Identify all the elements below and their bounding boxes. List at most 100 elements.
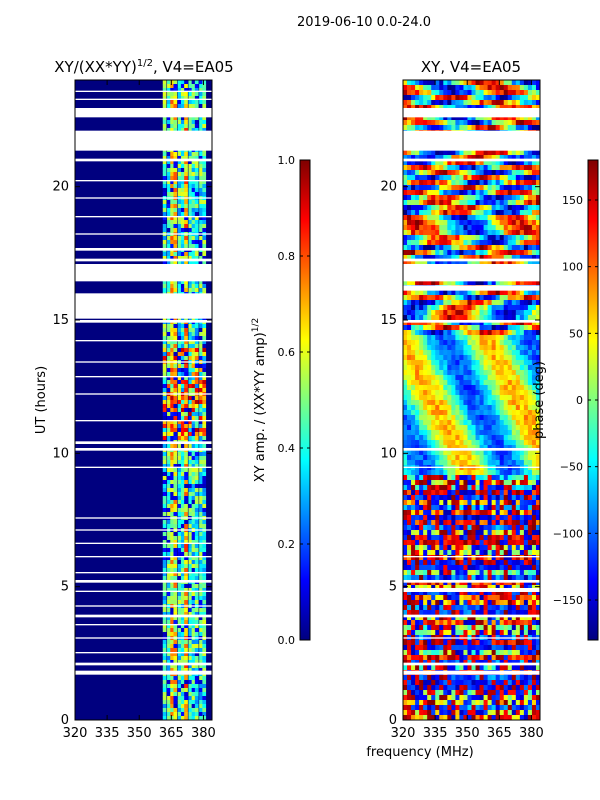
- amp-cell: [191, 92, 196, 97]
- phase-cell: [427, 390, 432, 396]
- amp-cell: [191, 368, 196, 373]
- phase-cell: [527, 505, 533, 511]
- phase-cell: [523, 305, 529, 311]
- amp-cell: [167, 668, 171, 673]
- phase-cell: [527, 500, 533, 506]
- phase-cell: [431, 290, 436, 296]
- phase-cell: [467, 305, 472, 311]
- amp-cell: [191, 416, 196, 421]
- phase-cell: [419, 175, 424, 181]
- phase-cell: [471, 280, 476, 286]
- phase-cell: [451, 395, 456, 401]
- amp-data-gap: [75, 448, 212, 451]
- phase-cell: [503, 260, 509, 266]
- phase-cell: [419, 225, 424, 231]
- phase-cell: [439, 310, 444, 316]
- phase-cell: [407, 255, 412, 261]
- phase-cell: [455, 155, 460, 161]
- phase-cell: [403, 485, 408, 491]
- amp-cell: [184, 380, 188, 385]
- phase-cell: [443, 410, 448, 416]
- phase-cell: [471, 230, 476, 236]
- phase-cell: [499, 495, 505, 501]
- phase-cell: [431, 490, 436, 496]
- phase-cell: [411, 495, 416, 501]
- amp-cell: [202, 156, 207, 161]
- amp-cell: [173, 660, 178, 665]
- amp-cell: [199, 388, 203, 393]
- phase-cell: [455, 100, 460, 106]
- amp-cell: [180, 212, 185, 217]
- amp-cell: [184, 256, 188, 261]
- phase-cell: [459, 370, 464, 376]
- phase-cell: [419, 460, 424, 466]
- phase-cell: [507, 280, 513, 286]
- phase-cell: [491, 440, 497, 446]
- amp-cell: [202, 200, 207, 205]
- phase-cell: [467, 105, 472, 111]
- amp-cell: [180, 176, 185, 181]
- phase-cell: [407, 215, 412, 221]
- amp-cell: [170, 240, 174, 245]
- phase-cell: [515, 495, 521, 501]
- phase-cell: [515, 95, 521, 101]
- phase-cell: [447, 495, 452, 501]
- amp-cell: [170, 260, 174, 265]
- phase-cell: [435, 375, 440, 381]
- phase-cell: [467, 310, 472, 316]
- phase-cell: [531, 480, 537, 486]
- phase-cell: [435, 305, 440, 311]
- phase-cell: [455, 400, 460, 406]
- phase-cell: [455, 240, 460, 246]
- phase-cell: [423, 405, 428, 411]
- phase-cell: [411, 330, 416, 336]
- amp-cell: [173, 680, 178, 685]
- amp-cell: [162, 584, 167, 589]
- phase-cell: [439, 380, 444, 386]
- phase-cell: [419, 155, 424, 161]
- phase-cell: [411, 375, 416, 381]
- phase-cell: [515, 100, 521, 106]
- phase-cell: [499, 90, 505, 96]
- amp-cell: [188, 424, 193, 429]
- phase-cell: [407, 205, 412, 211]
- amp-cell: [194, 496, 199, 501]
- phase-cell: [443, 230, 448, 236]
- phase-cell: [423, 295, 428, 301]
- phase-cell: [423, 85, 428, 91]
- phase-cell: [467, 315, 472, 321]
- phase-cell: [471, 245, 476, 251]
- phase-cell: [523, 165, 529, 171]
- phase-cell: [419, 125, 424, 131]
- amp-cell: [191, 568, 196, 573]
- phase-cell: [499, 475, 505, 481]
- phase-cell: [519, 150, 525, 156]
- phase-cell: [451, 185, 456, 191]
- amp-cell: [180, 348, 185, 353]
- amp-cell: [184, 544, 188, 549]
- amp-cell: [191, 332, 196, 337]
- phase-cell: [431, 330, 436, 336]
- amp-cell: [184, 376, 188, 381]
- phase-cell: [507, 290, 513, 296]
- amp-cell: [177, 88, 182, 93]
- amp-cell: [177, 488, 182, 493]
- phase-cell: [431, 150, 436, 156]
- phase-cell: [467, 240, 472, 246]
- phase-cell: [479, 445, 484, 451]
- phase-cell: [419, 430, 424, 436]
- phase-cell: [443, 250, 448, 256]
- phase-cell: [435, 435, 440, 441]
- phase-cell: [483, 360, 489, 366]
- phase-cell: [459, 360, 464, 366]
- phase-cell: [499, 175, 505, 181]
- phase-cell: [487, 90, 493, 96]
- phase-cell: [415, 380, 420, 386]
- amp-cell: [162, 496, 167, 501]
- phase-cell: [403, 335, 408, 341]
- amp-cell: [177, 416, 182, 421]
- phase-cell: [419, 250, 424, 256]
- phase-cell: [495, 115, 501, 121]
- amp-cell: [162, 588, 167, 593]
- amp-cell: [177, 208, 182, 213]
